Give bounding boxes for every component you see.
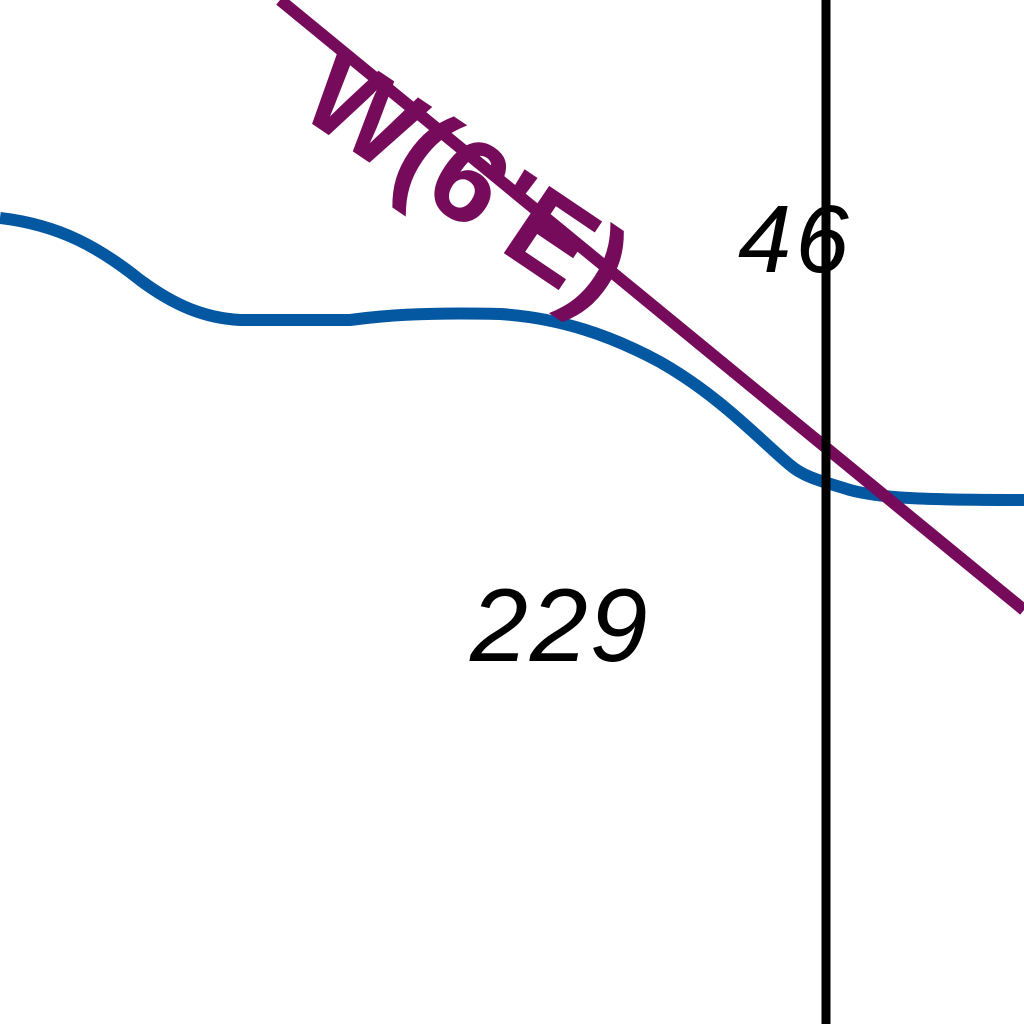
parcel-label-46: 46: [738, 186, 853, 293]
stream-line: [0, 212, 1024, 506]
road-line: [276, 0, 1024, 615]
parcel-label-229: 229: [470, 568, 650, 684]
